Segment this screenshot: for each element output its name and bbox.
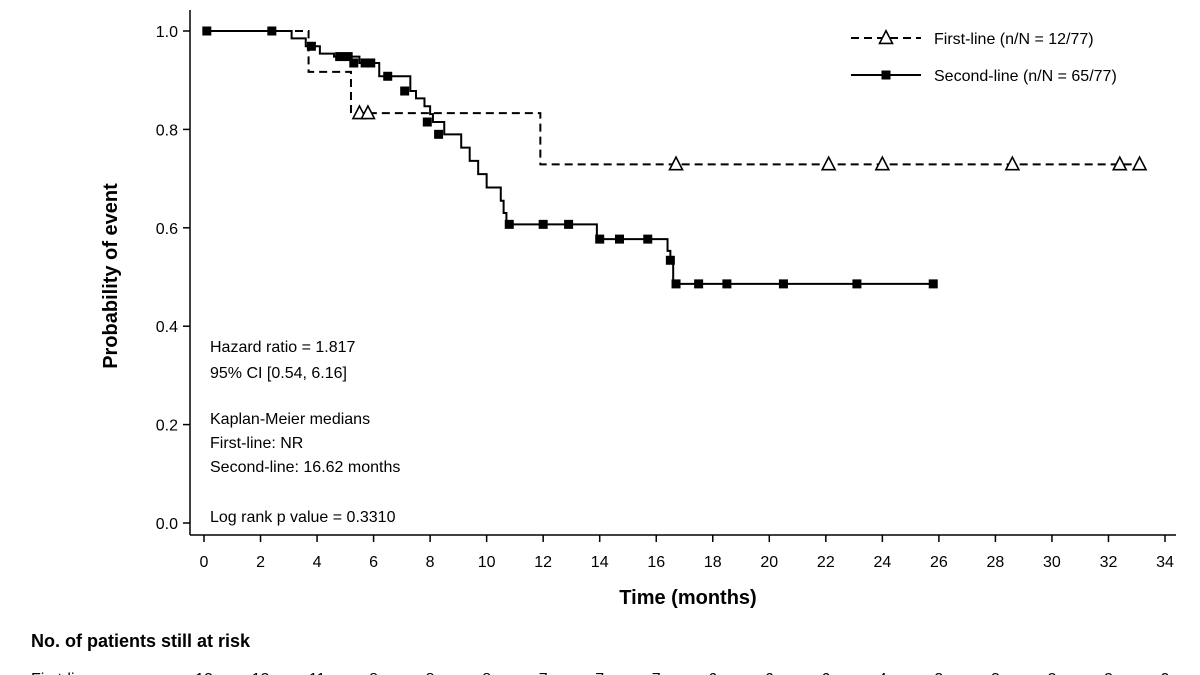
second-line-censor-mark — [665, 255, 675, 265]
second-line-censor-mark — [360, 58, 370, 68]
risk-cell: 11 — [309, 671, 326, 675]
y-tick-label: 1.0 — [156, 24, 178, 41]
x-tick-label: 12 — [534, 554, 552, 571]
y-ticks: 0.0 0.2 0.4 0.6 0.8 1.0 — [156, 24, 190, 533]
annotation-line: Hazard ratio = 1.817 — [210, 339, 356, 356]
x-ticks: 0 2 4 6 8 10 12 14 16 18 20 22 24 26 28 30 32 34 — [200, 535, 1174, 571]
legend-first-line: First-line (n/N = 12/77) — [934, 31, 1094, 48]
second-line-censor-mark — [722, 279, 732, 289]
risk-cell: 2 — [1047, 671, 1056, 675]
x-tick-label: 0 — [200, 554, 209, 571]
x-tick-label: 2 — [256, 554, 265, 571]
x-tick-label: 14 — [591, 554, 609, 571]
first-line-censor-mark — [1004, 155, 1021, 171]
annotation-line: First-line: NR — [210, 435, 303, 452]
risk-cell: 4 — [878, 671, 887, 675]
risk-cell: 8 — [426, 671, 435, 675]
second-line-curve — [204, 30, 934, 285]
risk-cell: 6 — [821, 671, 830, 675]
legend-marker — [881, 70, 891, 80]
y-tick-label: 0.6 — [156, 221, 178, 238]
x-tick-label: 30 — [1043, 554, 1061, 571]
risk-cell: 12 — [195, 671, 213, 675]
y-axis-title: Probability of event — [100, 183, 122, 369]
second-line-censor-mark — [366, 58, 376, 68]
risk-cell: 7 — [652, 671, 661, 675]
risk-cell: 0 — [1161, 671, 1170, 675]
survival-curves — [204, 30, 1140, 285]
axes — [189, 10, 1176, 536]
first-line-curve — [204, 30, 1140, 166]
annotation-line: Second-line: 16.62 months — [210, 459, 400, 476]
censor-marks — [202, 26, 1148, 289]
second-line-censor-mark — [928, 279, 938, 289]
second-line-censor-mark — [267, 26, 277, 36]
x-tick-label: 28 — [987, 554, 1005, 571]
risk-cell: 3 — [991, 671, 1000, 675]
first-line-censor-mark — [874, 155, 891, 171]
second-line-censor-mark — [400, 86, 410, 96]
second-line-censor-mark — [643, 234, 653, 244]
x-tick-label: 34 — [1156, 554, 1174, 571]
first-line-censor-mark — [668, 155, 684, 171]
second-line-censor-mark — [595, 234, 605, 244]
annotations: Hazard ratio = 1.817 95% CI [0.54, 6.16] K… — [210, 339, 400, 526]
x-tick-label: 8 — [426, 554, 435, 571]
annotation-line: Kaplan-Meier medians — [210, 411, 370, 428]
risk-cell: 7 — [539, 671, 548, 675]
first-line-censor-mark — [1111, 155, 1128, 171]
risk-cell: 12 — [252, 671, 270, 675]
second-line-censor-mark — [202, 26, 212, 36]
second-line-censor-mark — [852, 279, 862, 289]
x-tick-label: 26 — [930, 554, 948, 571]
second-line-censor-mark — [564, 219, 574, 229]
second-line-censor-mark — [778, 279, 788, 289]
x-tick-label: 18 — [704, 554, 722, 571]
second-line-censor-mark — [343, 52, 353, 62]
legend-marker — [878, 29, 894, 45]
second-line-censor-mark — [349, 58, 359, 68]
y-tick-label: 0.0 — [156, 516, 178, 533]
risk-cell: 8 — [482, 671, 491, 675]
risk-cell: 6 — [708, 671, 717, 675]
second-line-censor-mark — [383, 71, 393, 81]
risk-cell: 6 — [765, 671, 774, 675]
second-line-censor-mark — [422, 117, 432, 127]
second-line-censor-mark — [434, 129, 444, 139]
second-line-censor-mark — [614, 234, 624, 244]
risk-table-title: No. of patients still at risk — [31, 631, 251, 651]
first-line-censor-mark — [1131, 155, 1148, 171]
risk-cell: 3 — [934, 671, 943, 675]
risk-cell: 7 — [595, 671, 604, 675]
x-tick-label: 20 — [760, 554, 778, 571]
x-tick-label: 4 — [313, 554, 322, 571]
second-line-censor-mark — [694, 279, 704, 289]
y-tick-label: 0.2 — [156, 418, 178, 435]
risk-cell: 2 — [1104, 671, 1113, 675]
y-tick-label: 0.8 — [156, 122, 178, 139]
second-line-censor-mark — [335, 52, 345, 62]
x-tick-label: 22 — [817, 554, 835, 571]
x-tick-label: 10 — [478, 554, 496, 571]
risk-row-label: First-line — [31, 671, 92, 675]
x-tick-label: 32 — [1100, 554, 1118, 571]
x-tick-label: 24 — [873, 554, 891, 571]
x-tick-label: 6 — [369, 554, 378, 571]
second-line-censor-mark — [306, 41, 316, 51]
annotation-line: Log rank p value = 0.3310 — [210, 509, 396, 526]
risk-cell: 8 — [369, 671, 378, 675]
legend-second-line: Second-line (n/N = 65/77) — [934, 68, 1117, 85]
second-line-censor-mark — [538, 219, 548, 229]
legend: First-line (n/N = 12/77) Second-line (n/N… — [851, 29, 1117, 85]
annotation-line: 95% CI [0.54, 6.16] — [210, 365, 347, 382]
second-line-censor-mark — [504, 219, 514, 229]
x-axis-title: Time (months) — [619, 587, 756, 609]
risk-table: No. of patients still at risk First-line… — [31, 631, 1170, 675]
second-line-censor-mark — [671, 279, 681, 289]
first-line-censor-mark — [820, 155, 837, 171]
first-line-censor-mark — [360, 104, 376, 120]
x-tick-label: 16 — [647, 554, 665, 571]
y-tick-label: 0.4 — [156, 319, 178, 336]
